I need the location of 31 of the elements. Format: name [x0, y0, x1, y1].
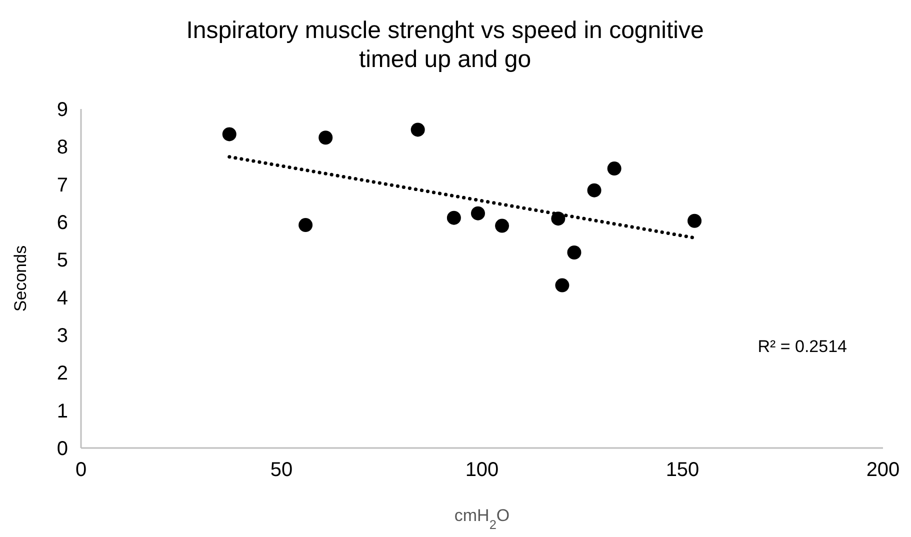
x-tick-label: 50 [270, 459, 293, 481]
x-tick-label: 150 [666, 459, 700, 481]
y-tick-label: 5 [56, 250, 68, 272]
x-axis-title: cmH$_{2}$O [454, 506, 510, 532]
y-tick-label: 2 [56, 362, 68, 385]
point [567, 246, 582, 260]
chart-title: Inspiratory muscle strenght vs speed in cognitive timed up and go [186, 17, 704, 73]
annotation: R² = 0.2514 [758, 337, 847, 356]
point [555, 278, 570, 292]
y-axis-title: Seconds [11, 245, 30, 312]
point [410, 122, 425, 137]
y-tick-label: 3 [56, 325, 68, 347]
point [298, 218, 313, 232]
point [222, 127, 236, 142]
point [688, 214, 702, 228]
point [470, 206, 485, 220]
x-tick-label: 0 [75, 459, 87, 481]
y-tick-label: 0 [56, 438, 68, 460]
x-tick-label: 100 [465, 459, 499, 481]
y-tick-label: 9 [56, 99, 68, 121]
y-tick-label: 8 [56, 136, 68, 159]
point [587, 183, 602, 198]
y-tick-label: 7 [56, 174, 68, 196]
y-tick-label: 1 [56, 400, 68, 422]
y-tick-label: 6 [56, 212, 68, 234]
x-tick-label: 200 [866, 459, 900, 481]
point [446, 210, 461, 225]
point [495, 218, 510, 233]
point [318, 130, 333, 145]
y-tick-label: 4 [56, 287, 68, 310]
point [607, 162, 622, 176]
